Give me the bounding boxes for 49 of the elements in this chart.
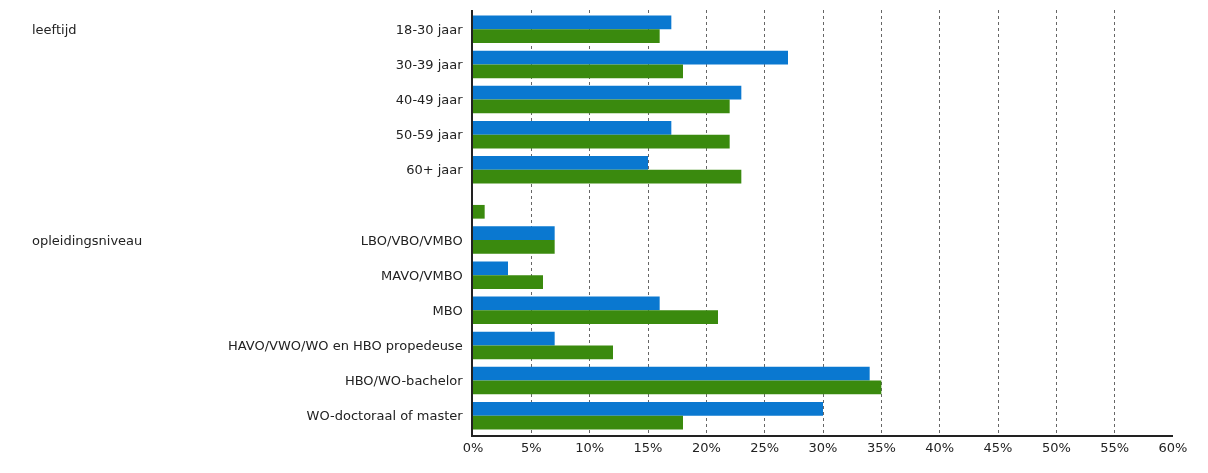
x-tick-label: 40%	[925, 440, 955, 456]
y-tick-label: 40-49 jaar	[395, 92, 464, 108]
bar	[473, 380, 882, 395]
y-tick-label: 18-30 jaar	[395, 21, 464, 37]
bar	[473, 310, 718, 325]
x-tick-label: 55%	[1100, 440, 1130, 456]
bar	[473, 296, 660, 311]
bar	[473, 366, 870, 381]
bar	[473, 29, 660, 44]
x-tick-label: 50%	[1041, 440, 1071, 456]
bar	[473, 226, 555, 241]
bar	[473, 156, 648, 170]
x-tick-label: 60%	[1158, 440, 1188, 456]
x-tick-label: 30%	[808, 440, 838, 456]
bar	[473, 50, 788, 65]
y-tick-label: 60+ jaar	[406, 162, 464, 178]
text: leeftijd	[32, 22, 77, 37]
bar	[473, 345, 613, 360]
x-tick-label: 15%	[633, 440, 663, 456]
y-tick-label: HAVO/VWO/WO en HBO propedeuse	[227, 337, 463, 353]
bar	[473, 120, 672, 135]
y-tick-label: MBO	[432, 302, 463, 318]
bar	[473, 85, 742, 100]
y-tick-label: LBO/VBO/VMBO	[360, 232, 463, 248]
y-tick-label: MAVO/VMBO	[381, 267, 463, 283]
y-tick-label: 30-39 jaar	[395, 56, 464, 72]
bar	[473, 275, 543, 289]
x-tick-label: 10%	[575, 440, 605, 456]
x-tick-label: 0%	[462, 440, 484, 456]
bar	[473, 134, 730, 149]
bar	[473, 64, 683, 79]
y-tick-label: HBO/WO-bachelor	[344, 373, 464, 389]
bar	[473, 401, 823, 416]
x-tick-label: 20%	[691, 440, 721, 456]
text: opleidingsniveau	[32, 233, 143, 248]
x-tick-label: 45%	[983, 440, 1013, 456]
bar	[473, 15, 672, 30]
bar	[473, 261, 508, 276]
y-tick-label: 50-59 jaar	[395, 127, 464, 143]
bar	[473, 204, 485, 219]
bar	[473, 331, 555, 346]
y-tick-label: WO-doctoraal of master	[306, 408, 464, 424]
x-tick-label: 25%	[750, 440, 780, 456]
bar	[473, 169, 742, 184]
x-tick-label: 35%	[866, 440, 896, 456]
bar	[473, 415, 683, 430]
bar	[473, 99, 730, 114]
bar	[473, 240, 555, 254]
x-tick-label: 5%	[521, 440, 542, 456]
